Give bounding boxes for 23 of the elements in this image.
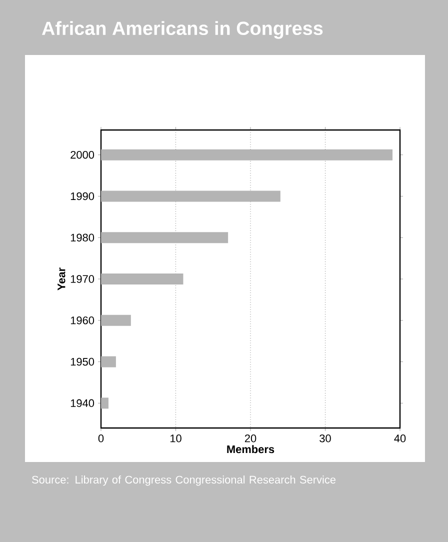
y-tick-label: 1960 <box>70 316 94 324</box>
x-axis-title: Members <box>227 445 274 454</box>
bar <box>101 273 184 284</box>
x-tick-label: 40 <box>394 434 406 442</box>
y-tick-label: 2000 <box>70 150 94 159</box>
x-tick-label: 30 <box>320 434 331 442</box>
bar <box>101 356 116 368</box>
source-note: Source: Library of Congress Congressional Research Service <box>32 476 336 486</box>
y-tick-label: 1990 <box>70 192 94 200</box>
bar <box>101 232 228 244</box>
y-tick-label: 1950 <box>70 358 94 366</box>
y-axis-title: Year <box>58 268 66 290</box>
chart-title: African Americans in Congress <box>42 21 323 39</box>
bar <box>101 314 131 326</box>
bar <box>101 190 280 202</box>
bar <box>101 398 108 409</box>
x-tick-label: 20 <box>244 434 256 442</box>
y-tick-label: 1940 <box>70 399 94 408</box>
bar <box>101 149 393 160</box>
y-tick-label: 1980 <box>70 234 94 242</box>
x-tick-label: 0 <box>98 434 104 442</box>
y-tick-label: 1970 <box>70 275 94 283</box>
x-tick-label: 10 <box>170 434 182 442</box>
